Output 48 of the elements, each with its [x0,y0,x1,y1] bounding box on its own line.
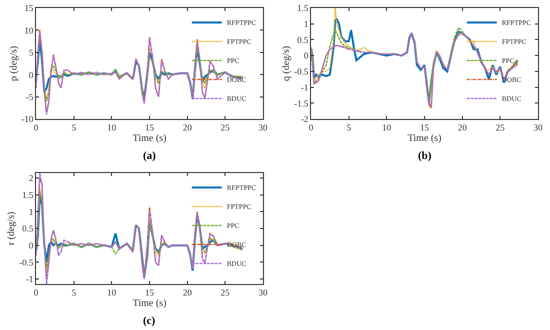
y-tick-label: 0.5 [297,34,309,45]
x-axis-title: Time (s) [132,133,166,144]
x-tick-label: 15 [420,122,430,133]
text: (c) [143,315,156,327]
y-tick-label: -1 [300,82,308,92]
x-tick-label: 10 [382,122,392,133]
x-tick-label: 30 [258,122,268,133]
x-tick-label: 10 [107,288,117,298]
y-tick-label: -5 [26,92,34,102]
y-tick-label: 1.5 [297,3,309,14]
x-tick-label: 10 [107,122,117,133]
y-tick-label: -1.5 [294,98,309,108]
y-tick-label: 1 [28,206,34,217]
y-axis-title: q (deg/s) [281,46,292,82]
x-tick-label: 25 [220,122,230,133]
x-tick-label: 5 [72,288,77,298]
x-tick-label: 25 [220,288,230,298]
y-tick-label: 0 [304,50,309,61]
x-tick-label: 20 [458,122,468,133]
text: (b) [418,150,432,162]
y-tick-label: -0.5 [294,66,309,77]
x-tick-label: 15 [145,122,154,133]
y-tick-label: 0 [28,70,34,80]
y-tick-label: 2 [28,173,34,184]
y-tick-label: 15 [24,3,34,14]
y-tick-label: 1.5 [22,190,34,200]
x-tick-label: 5 [346,122,352,133]
y-tick-label: -1 [26,274,34,284]
x-tick-label: 25 [496,122,506,133]
y-tick-label: -2 [300,114,308,124]
x-tick-label: 15 [145,288,154,298]
x-axis-title: Time (s) [408,133,442,144]
y-axis-title: p (deg/s) [8,46,20,82]
y-tick-label: 5 [28,48,34,58]
x-tick-label: 20 [182,288,192,298]
y-axis-title: r (deg/s) [6,212,18,246]
text: (a) [143,150,156,162]
x-tick-label: 20 [182,122,192,133]
y-tick-label: 0 [28,240,34,250]
x-tick-label: 30 [258,288,268,298]
x-tick-label: 30 [534,122,543,133]
y-tick-label: -0.5 [19,257,34,268]
x-tick-label: 5 [72,122,77,133]
x-axis-title: Time (s) [132,298,166,310]
y-tick-label: 1 [304,19,308,30]
y-tick-label: 10 [24,25,34,36]
y-tick-label: 0.5 [22,224,34,234]
y-tick-label: -10 [21,114,34,124]
